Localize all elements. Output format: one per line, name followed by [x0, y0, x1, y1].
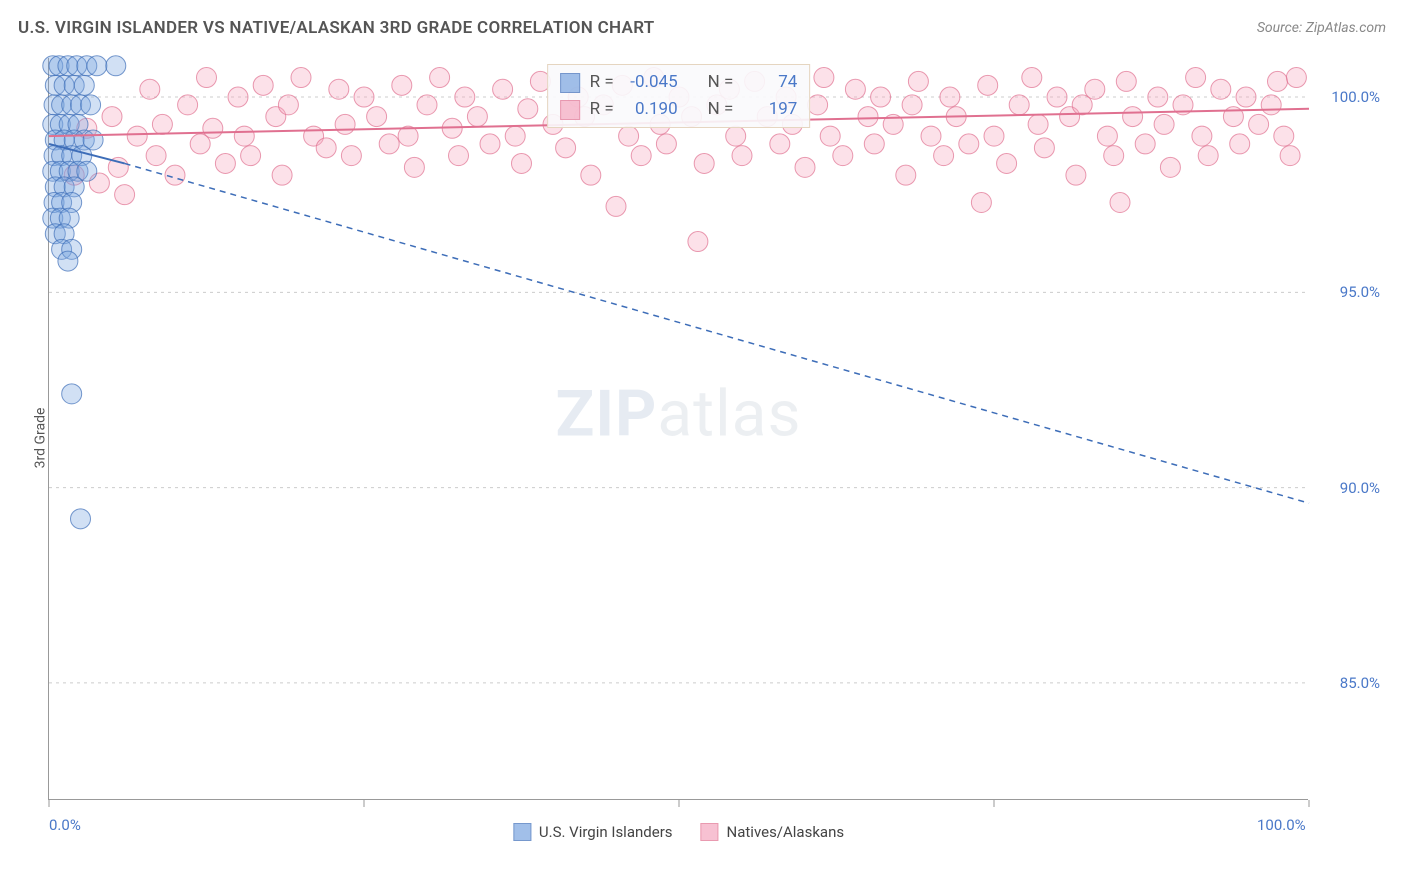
- stats-row-pink: R = 0.190 N = 197: [560, 96, 798, 123]
- legend-label-blue: U.S. Virgin Islanders: [539, 823, 673, 841]
- stats-r-label: R =: [590, 69, 614, 96]
- legend-label-pink: Natives/Alaskans: [727, 823, 845, 841]
- plot-area: ZIPatlas R = -0.045 N = 74 R = 0.190 N =…: [48, 58, 1308, 800]
- stats-swatch-blue: [560, 73, 580, 93]
- source-attribution: Source: ZipAtlas.com: [1257, 20, 1386, 36]
- stats-n-pink: 197: [743, 96, 797, 123]
- legend-bottom: U.S. Virgin Islanders Natives/Alaskans: [513, 823, 844, 841]
- y-tick-label: 85.0%: [1340, 674, 1380, 692]
- y-axis-label: 3rd Grade: [32, 408, 48, 469]
- stats-r-pink: 0.190: [624, 96, 678, 123]
- chart-title: U.S. VIRGIN ISLANDER VS NATIVE/ALASKAN 3…: [18, 18, 655, 38]
- legend-swatch-pink: [701, 823, 719, 841]
- stats-r-blue: -0.045: [624, 69, 678, 96]
- legend-item-blue: U.S. Virgin Islanders: [513, 823, 673, 841]
- stats-row-blue: R = -0.045 N = 74: [560, 69, 798, 96]
- y-tick-label: 100.0%: [1331, 88, 1380, 106]
- stats-n-label: N =: [708, 96, 734, 123]
- stats-swatch-pink: [560, 100, 580, 120]
- stats-n-blue: 74: [743, 69, 797, 96]
- legend-swatch-blue: [513, 823, 531, 841]
- legend-item-pink: Natives/Alaskans: [701, 823, 845, 841]
- chart-container: 3rd Grade ZIPatlas R = -0.045 N = 74 R =…: [48, 58, 1386, 818]
- x-tick-label: 100.0%: [1257, 816, 1306, 834]
- stats-legend-box: R = -0.045 N = 74 R = 0.190 N = 197: [547, 64, 811, 128]
- y-tick-label: 95.0%: [1340, 283, 1380, 301]
- scatter-svg: [49, 58, 1309, 800]
- stats-r-label: R =: [590, 96, 614, 123]
- y-tick-label: 90.0%: [1340, 479, 1380, 497]
- x-tick-label: 0.0%: [49, 816, 81, 834]
- stats-n-label: N =: [708, 69, 734, 96]
